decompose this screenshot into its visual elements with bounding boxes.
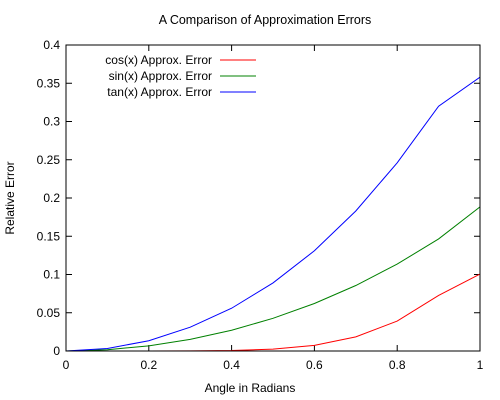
- series-line-0: [66, 273, 480, 351]
- series-lines: [66, 76, 480, 351]
- legend-label: sin(x) Approx. Error: [109, 69, 212, 83]
- y-tick-label: 0.25: [37, 153, 61, 167]
- y-tick-label: 0: [53, 344, 60, 358]
- series-line-1: [66, 206, 480, 351]
- series-line-2: [66, 76, 480, 351]
- legend-label: tan(x) Approx. Error: [107, 85, 212, 99]
- x-axis-label: Angle in Radians: [205, 381, 296, 395]
- plot-frame: [65, 44, 481, 352]
- y-tick-label: 0.35: [37, 76, 61, 90]
- x-tick-label: 1: [477, 358, 484, 372]
- y-tick-label: 0.2: [43, 191, 60, 205]
- chart-title: A Comparison of Approximation Errors: [159, 13, 372, 27]
- y-tick-label: 0.05: [37, 306, 61, 320]
- legend: cos(x) Approx. Error sin(x) Approx. Error…: [105, 53, 256, 99]
- x-tick-label: 0.6: [306, 358, 323, 372]
- y-tick-label: 0.4: [43, 38, 60, 52]
- y-axis-label: Relative Error: [3, 161, 17, 234]
- y-tick-label: 0.3: [43, 115, 60, 129]
- x-tick-label: 0.2: [140, 358, 157, 372]
- legend-label: cos(x) Approx. Error: [105, 53, 212, 67]
- x-tick-label: 0: [63, 358, 70, 372]
- x-tick-label: 0.8: [389, 358, 406, 372]
- y-tick-label: 0.1: [43, 268, 60, 282]
- y-tick-label: 0.15: [37, 229, 61, 243]
- x-tick-label: 0.4: [223, 358, 240, 372]
- axis-ticks: 0 0.2 0.4 0.6 0.8 1 0 0.05 0.1 0.15 0.2 0.25 0.3 0.35…: [37, 38, 484, 372]
